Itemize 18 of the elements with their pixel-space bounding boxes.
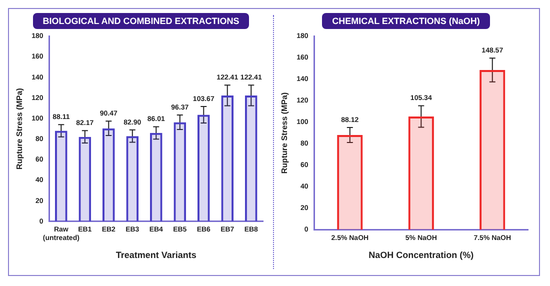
- y-axis-title: Rupture Stress (MPa): [280, 92, 290, 174]
- bar: [480, 70, 506, 230]
- bar: [174, 122, 186, 222]
- bar: [197, 114, 210, 222]
- bar: [337, 135, 363, 230]
- bar: [126, 136, 139, 222]
- bar: [244, 95, 258, 222]
- bar: [54, 130, 68, 222]
- bar: [221, 95, 234, 222]
- bar: [150, 132, 162, 222]
- bar: [78, 136, 92, 222]
- x-axis-title: Treatment Variants: [116, 250, 196, 260]
- x-axis-title: NaOH Concentration (%): [368, 250, 474, 260]
- bar: [408, 116, 434, 230]
- chart-title: CHEMICAL EXTRACTIONS (NaOH): [322, 13, 490, 29]
- y-axis-title: Rupture Stress (MPa): [15, 88, 24, 170]
- bar: [102, 128, 115, 222]
- chart-title: BIOLOGICAL AND COMBINED EXTRACTIONS: [32, 13, 250, 29]
